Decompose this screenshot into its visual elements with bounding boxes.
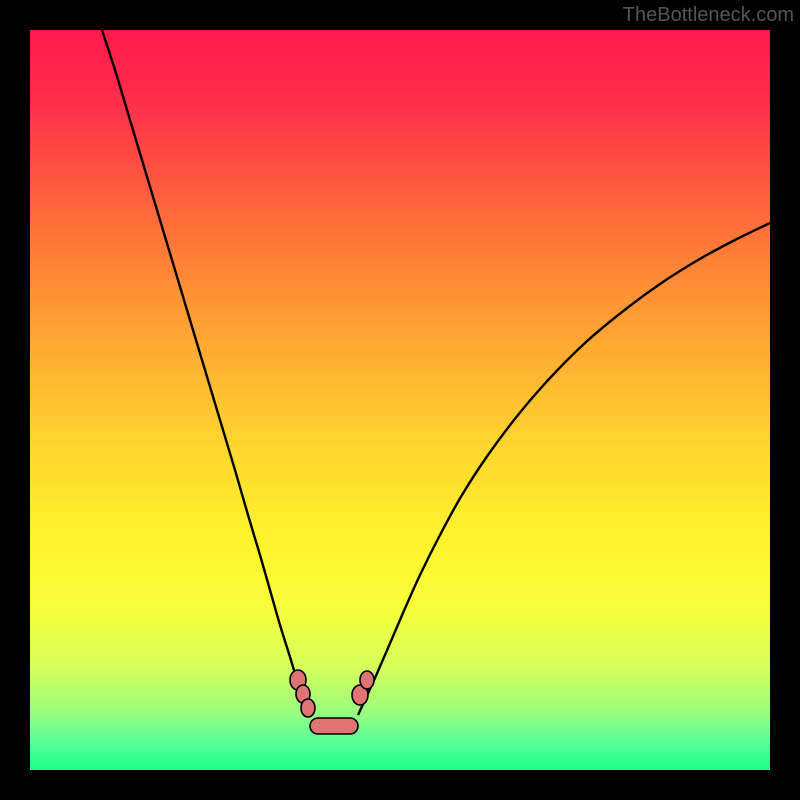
chart-plot-area bbox=[30, 30, 770, 770]
bottleneck-curve-chart bbox=[30, 30, 770, 770]
watermark-text: TheBottleneck.com bbox=[623, 4, 794, 27]
curve-left bbox=[102, 30, 310, 715]
data-markers bbox=[290, 670, 374, 734]
curve-right bbox=[358, 223, 770, 715]
